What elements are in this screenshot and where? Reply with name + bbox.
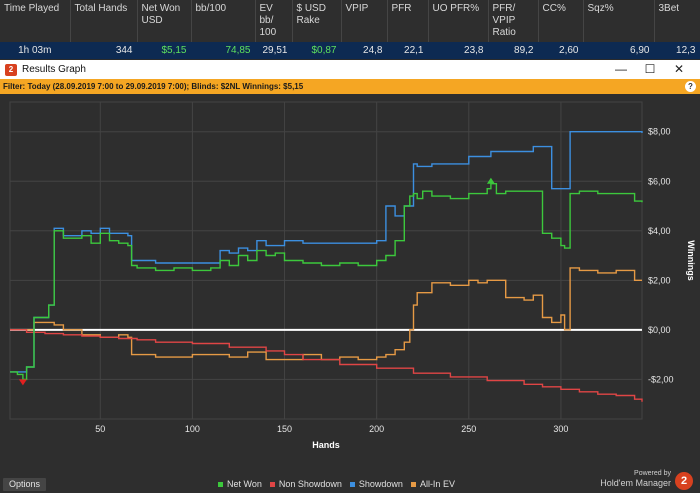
series-line-showdown	[10, 131, 643, 373]
series-line-net-won	[10, 183, 643, 381]
y-tick-label: $6,00	[648, 176, 671, 186]
cell-total-hands: 344	[70, 42, 138, 59]
cell-cc: 2,60	[538, 42, 584, 59]
column-header-pfr-vpip-ratio[interactable]: PFR/ VPIP Ratio	[488, 0, 539, 42]
column-header-total-hands[interactable]: Total Hands	[70, 0, 138, 42]
stats-header-row: Time Played Total Hands Net Won USD bb/1…	[0, 0, 700, 42]
y-tick-label: $0,00	[648, 325, 671, 335]
legend-swatch	[218, 481, 223, 487]
minimum-marker	[18, 379, 27, 386]
bottom-bar: Options Net Won Non Showdown Showdown All-I…	[0, 466, 700, 493]
filter-text: Filter: Today (28.09.2019 7:00 to 29.09.…	[3, 82, 304, 91]
plot-area	[9, 101, 643, 420]
help-icon[interactable]: ?	[685, 81, 696, 92]
cell-uo-pfr: 23,8	[428, 42, 489, 59]
series-line-all-in-ev	[10, 267, 642, 361]
hm-logo-icon: 2	[675, 472, 693, 490]
cell-pfr: 22,1	[387, 42, 429, 59]
column-header-vpip[interactable]: VPIP	[341, 0, 388, 42]
legend-item[interactable]: Showdown	[349, 479, 403, 489]
maximum-marker	[486, 177, 495, 184]
options-button[interactable]: Options	[3, 478, 47, 491]
legend-label: Showdown	[358, 479, 403, 489]
filter-bar[interactable]: Filter: Today (28.09.2019 7:00 to 29.09.…	[0, 79, 700, 94]
y-tick-label: $4,00	[648, 226, 671, 236]
legend-item[interactable]: Non Showdown	[269, 479, 342, 489]
stats-table: Time Played Total Hands Net Won USD bb/1…	[0, 0, 700, 60]
cell-ev-bb100: 29,51	[255, 42, 293, 59]
window-titlebar[interactable]: 2 Results Graph — ☐ ✕	[0, 60, 700, 79]
legend-swatch	[269, 481, 275, 487]
x-tick-label: 200	[369, 424, 384, 434]
table-row[interactable]: 1h 03m 344 $5,15 74,85 29,51 $0,87 24,8 …	[0, 42, 700, 59]
chart-legend: Net Won Non Showdown Showdown All-In EV	[218, 478, 455, 490]
powered-by: Powered by Hold'em Manager	[599, 470, 671, 489]
column-header-ev-bb100[interactable]: EV bb/ 100	[255, 0, 293, 42]
column-header-pfr[interactable]: PFR	[387, 0, 429, 42]
cell-time-played: 1h 03m	[0, 42, 71, 59]
y-tick-label: $2,00	[648, 275, 671, 285]
hm-app-icon: 2	[5, 63, 17, 76]
y-axis-title: Winnings	[686, 240, 696, 280]
x-tick-label: 50	[95, 424, 105, 434]
legend-item[interactable]: Net Won	[218, 479, 262, 489]
column-header-3bet[interactable]: 3Bet	[654, 0, 700, 42]
results-graph-window: 2 Results Graph — ☐ ✕ Filter: Today (28.…	[0, 60, 700, 493]
window-title: Results Graph	[22, 64, 86, 75]
brand-name: Hold'em Manager	[600, 478, 671, 488]
cell-sqz: 6,90	[583, 42, 655, 59]
legend-label: Net Won	[227, 479, 262, 489]
x-tick-label: 250	[461, 424, 476, 434]
x-tick-label: 100	[185, 424, 200, 434]
powered-by-label: Powered by	[634, 470, 671, 477]
maximize-button[interactable]: ☐	[644, 62, 656, 76]
y-tick-label: -$2,00	[648, 374, 674, 384]
close-button[interactable]: ✕	[673, 62, 685, 76]
column-header-rake[interactable]: $ USD Rake	[292, 0, 342, 42]
x-tick-label: 300	[553, 424, 568, 434]
minimize-button[interactable]: —	[615, 62, 627, 76]
column-header-net-won[interactable]: Net Won USD	[137, 0, 192, 42]
cell-rake: $0,87	[292, 42, 342, 59]
cell-bb100: 74,85	[191, 42, 256, 59]
cell-pfr-vpip-ratio: 89,2	[488, 42, 539, 59]
results-chart[interactable]: $8,00 $6,00 $4,00 $2,00 $0,00 -$2,00 50 100 150 2…	[0, 94, 700, 466]
y-tick-label: $8,00	[648, 127, 671, 137]
legend-label: Non Showdown	[278, 479, 342, 489]
cell-net-won: $5,15	[137, 42, 192, 59]
column-header-time-played[interactable]: Time Played	[0, 0, 71, 42]
column-header-sqz[interactable]: Sqz%	[583, 0, 655, 42]
column-header-cc[interactable]: CC%	[538, 0, 584, 42]
cell-3bet: 12,3	[654, 42, 700, 59]
x-tick-label: 150	[277, 424, 292, 434]
legend-label: All-In EV	[419, 479, 455, 489]
cell-vpip: 24,8	[341, 42, 388, 59]
legend-swatch	[349, 481, 355, 487]
series-line-non-showdown	[10, 329, 643, 402]
legend-item[interactable]: All-In EV	[410, 479, 455, 489]
column-header-bb100[interactable]: bb/100	[191, 0, 256, 42]
column-header-uo-pfr[interactable]: UO PFR%	[428, 0, 489, 42]
legend-swatch	[410, 481, 416, 487]
x-axis-title: Hands	[312, 440, 340, 450]
